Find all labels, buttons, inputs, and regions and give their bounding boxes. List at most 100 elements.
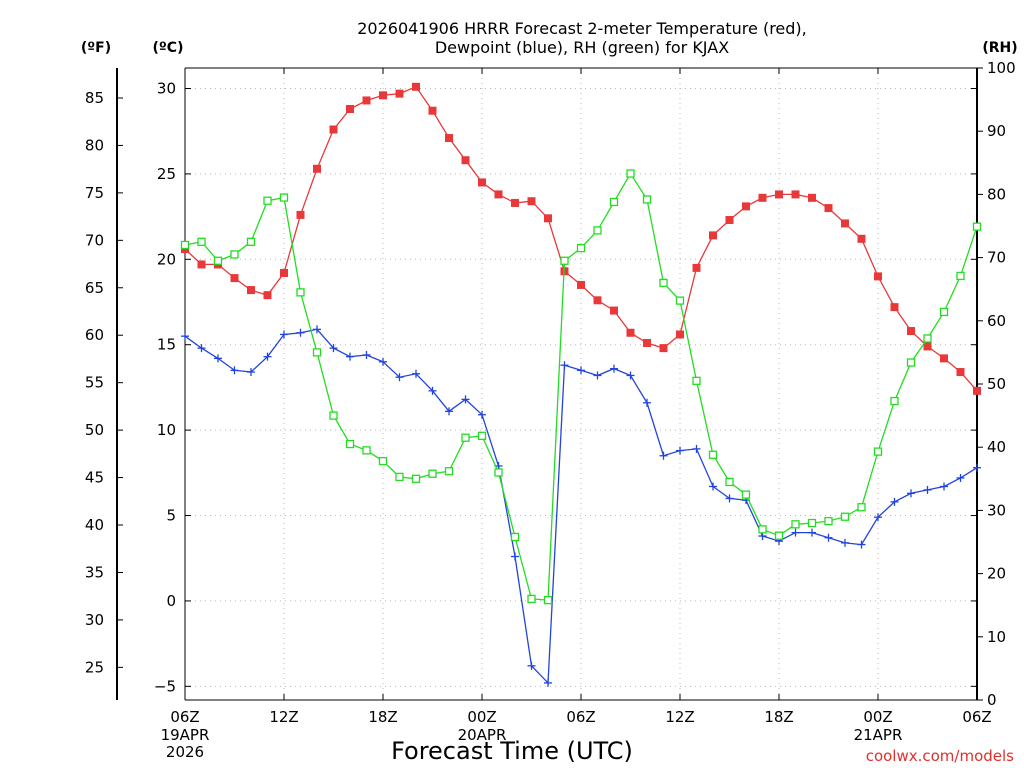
dewpoint-point [725, 494, 734, 503]
temperature-point [692, 263, 701, 272]
fahrenheit-tick-label: 45 [85, 469, 104, 487]
grid [184, 68, 978, 700]
x-tick-date: 21APR [854, 726, 903, 744]
temperature-point [412, 82, 420, 91]
dewpoint-point [956, 473, 965, 482]
fahrenheit-tick-label: 25 [85, 658, 104, 676]
fahrenheit-tick-label: 85 [85, 89, 104, 107]
rh-point [230, 250, 239, 259]
rh-tick-label: 80 [987, 185, 1006, 203]
celsius-tick-label: 25 [157, 165, 176, 183]
rh-point [675, 296, 685, 305]
temperature-point [296, 210, 305, 219]
rh-point [939, 307, 949, 317]
dewpoint-point [214, 354, 222, 363]
dewpoint-point [940, 482, 948, 491]
fahrenheit-tick-label: 70 [85, 231, 104, 249]
dewpoint-point [692, 444, 701, 453]
rh-point [329, 411, 338, 420]
temperature-point [445, 134, 453, 143]
x-tick-label: 18Z [368, 708, 397, 726]
rh-point [246, 237, 256, 246]
x-tick-date: 19APR [161, 726, 210, 744]
rh-point [279, 193, 289, 202]
rh-point [791, 520, 800, 529]
rh-point [345, 439, 355, 449]
fahrenheit-tick-label: 50 [85, 421, 104, 439]
x-tick-date: 20APR [458, 726, 507, 744]
dewpoint-point [709, 482, 717, 491]
temperature-point [313, 164, 321, 173]
dewpoint-point [230, 366, 239, 375]
dewpoint-point [362, 350, 371, 359]
dewpoint-point [379, 357, 387, 366]
temperature-point [742, 202, 750, 211]
dewpoint-point [395, 373, 404, 382]
x-tick-label: 06Z [962, 708, 991, 726]
rh-point [378, 456, 388, 466]
dewpoint-point [610, 364, 618, 373]
temperature-point [923, 342, 932, 351]
dewpoint-point [808, 528, 816, 537]
unit-celsius: (ºC) [153, 40, 184, 56]
rh-point [593, 226, 602, 235]
rh-point [197, 237, 206, 246]
dewpoint-point [791, 528, 800, 537]
celsius-tick-label: 30 [157, 79, 176, 97]
rh-point [857, 503, 866, 512]
temperature-point [940, 354, 948, 363]
fahrenheit-tick-label: 60 [85, 326, 104, 344]
celsius-tick-label: 20 [157, 250, 176, 268]
temperature-point [593, 296, 602, 305]
temperature-point [197, 260, 206, 269]
temperature-point [362, 96, 371, 105]
rh-point [560, 256, 569, 265]
celsius-tick-label: 10 [157, 421, 176, 439]
rh-tick-label: 60 [987, 312, 1006, 330]
rh-point [411, 474, 421, 483]
dewpoint-point [263, 352, 272, 361]
rh-point [626, 169, 635, 178]
rh-point [527, 594, 536, 604]
rh-point [296, 288, 305, 297]
temperature-point [643, 339, 651, 348]
dewpoint-point [874, 513, 882, 522]
rh-point [774, 531, 784, 540]
x-tick-label: 00Z [467, 708, 496, 726]
temperature-point [824, 204, 833, 213]
rh-tick-label: 20 [987, 565, 1006, 583]
rh-point [923, 334, 932, 343]
dewpoint-point [841, 538, 849, 547]
dewpoint-point [676, 446, 684, 455]
dewpoint-point [313, 325, 321, 334]
dewpoint-point [346, 352, 354, 361]
rh-point [725, 477, 734, 487]
temperature-point [379, 91, 387, 100]
rh-tick-label: 70 [987, 249, 1006, 267]
temperature-point [874, 272, 882, 281]
dewpoint-point [626, 371, 635, 380]
rh-point [972, 222, 982, 231]
temperature-point [956, 368, 965, 377]
dewpoint-point [577, 366, 585, 375]
rh-point [642, 195, 652, 204]
rh-tick-label: 50 [987, 375, 1006, 393]
rh-point [708, 450, 718, 459]
dewpoint-point [296, 328, 305, 337]
dewpoint-point [593, 371, 602, 380]
rh-tick-label: 40 [987, 438, 1006, 456]
dewpoint-point [181, 332, 189, 341]
x-tick-label: 12Z [269, 708, 298, 726]
chart-title-line1: 2026041906 HRRR Forecast 2-meter Tempera… [357, 19, 807, 38]
rh-point [906, 358, 916, 367]
rh-tick-label: 90 [987, 122, 1006, 140]
fahrenheit-tick-label: 80 [85, 136, 104, 154]
celsius-tick-label: 5 [166, 507, 176, 525]
temperature-point [511, 198, 519, 207]
rh-point [873, 447, 883, 456]
rh-point [807, 518, 817, 528]
rh-tick-label: 30 [987, 501, 1006, 519]
dewpoint-point [857, 540, 866, 549]
rh-point [758, 525, 767, 534]
dewpoint-point [544, 678, 552, 687]
